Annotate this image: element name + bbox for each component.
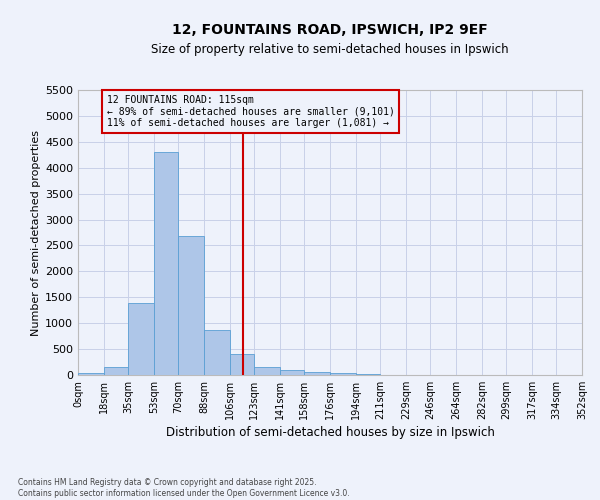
Bar bbox=[304, 372, 330, 375]
Bar bbox=[356, 374, 380, 375]
Bar bbox=[78, 374, 104, 375]
Bar bbox=[254, 367, 280, 375]
Bar bbox=[330, 374, 356, 375]
X-axis label: Distribution of semi-detached houses by size in Ipswich: Distribution of semi-detached houses by … bbox=[166, 426, 494, 439]
Bar bbox=[178, 236, 204, 375]
Bar bbox=[154, 152, 178, 375]
Bar bbox=[128, 304, 154, 375]
Text: Size of property relative to semi-detached houses in Ipswich: Size of property relative to semi-detach… bbox=[151, 42, 509, 56]
Text: Contains HM Land Registry data © Crown copyright and database right 2025.
Contai: Contains HM Land Registry data © Crown c… bbox=[18, 478, 350, 498]
Bar bbox=[204, 330, 230, 375]
Text: 12, FOUNTAINS ROAD, IPSWICH, IP2 9EF: 12, FOUNTAINS ROAD, IPSWICH, IP2 9EF bbox=[172, 22, 488, 36]
Text: 12 FOUNTAINS ROAD: 115sqm
← 89% of semi-detached houses are smaller (9,101)
11% : 12 FOUNTAINS ROAD: 115sqm ← 89% of semi-… bbox=[107, 95, 395, 128]
Bar bbox=[230, 354, 254, 375]
Bar bbox=[104, 367, 128, 375]
Y-axis label: Number of semi-detached properties: Number of semi-detached properties bbox=[31, 130, 41, 336]
Bar bbox=[280, 370, 304, 375]
